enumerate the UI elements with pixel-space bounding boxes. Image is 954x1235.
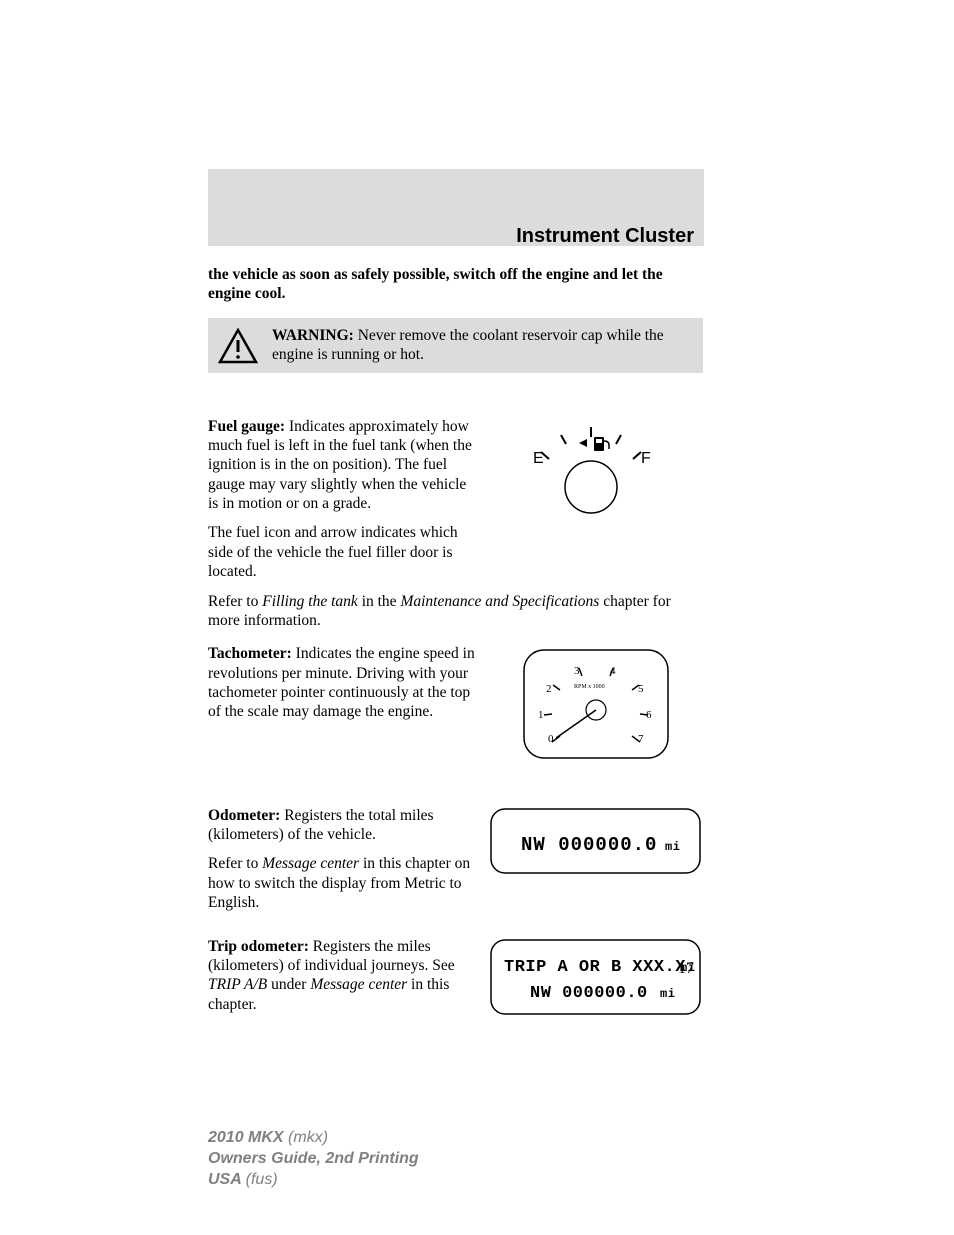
footer: 2010 MKX (mkx) Owners Guide, 2nd Printin… xyxy=(208,1128,419,1190)
trip-text-col: Trip odometer: Registers the miles (kilo… xyxy=(208,937,476,1025)
fuel-title: Fuel gauge: xyxy=(208,418,285,435)
fuel-p3: Refer to Filling the tank in the Mainten… xyxy=(208,592,703,631)
odo-title: Odometer: xyxy=(208,807,280,824)
trip-lcd-line1: TRIP A OR B XXX.X xyxy=(504,958,686,977)
trip-lcd-unit2: mi xyxy=(660,987,675,1001)
svg-text:7: 7 xyxy=(638,733,644,745)
tach-text-col: Tachometer: Indicates the engine speed i… xyxy=(208,644,476,769)
intro-bold: the vehicle as soon as safely possible, … xyxy=(208,266,663,302)
odo-lcd-unit: mi xyxy=(665,840,680,854)
svg-text:2: 2 xyxy=(546,683,552,695)
trip-display-icon: TRIP A OR B XXX.X mi NW 000000.0 mi xyxy=(488,937,703,1025)
trip-section: Trip odometer: Registers the miles (kilo… xyxy=(208,937,703,1025)
tach-center-label: RPM x 1000 xyxy=(574,684,605,690)
warning-label: WARNING: xyxy=(272,327,354,344)
fuel-p1: Fuel gauge: Indicates approximately how … xyxy=(208,417,476,514)
trip-p1: Trip odometer: Registers the miles (kilo… xyxy=(208,937,476,1015)
svg-text:0: 0 xyxy=(548,733,554,745)
warning-icon xyxy=(218,328,258,364)
tach-p1: Tachometer: Indicates the engine speed i… xyxy=(208,644,476,722)
page-content: the vehicle as soon as safely possible, … xyxy=(208,265,703,1024)
trip-lcd-line2: NW 000000.0 xyxy=(530,984,648,1003)
warning-box: WARNING: Never remove the coolant reserv… xyxy=(208,318,703,373)
fuel-p2: The fuel icon and arrow indicates which … xyxy=(208,523,476,581)
tachometer-section: Tachometer: Indicates the engine speed i… xyxy=(208,644,703,769)
page-number: 17 xyxy=(678,960,694,978)
odo-lcd-text: NW 000000.0 xyxy=(521,834,657,856)
odo-p2: Refer to Message center in this chapter … xyxy=(208,854,476,912)
odometer-display-icon: NW 000000.0 mi xyxy=(488,806,703,923)
fuel-gauge-icon: E F xyxy=(516,417,666,592)
tachometer-gauge-icon: 0 1 2 3 4 5 6 7 xyxy=(516,644,676,769)
fuel-e-label: E xyxy=(533,450,544,467)
odo-text-col: Odometer: Registers the total miles (kil… xyxy=(208,806,476,923)
odometer-section: Odometer: Registers the total miles (kil… xyxy=(208,806,703,923)
fuel-section: Fuel gauge: Indicates approximately how … xyxy=(208,417,703,592)
tach-title: Tachometer: xyxy=(208,645,292,662)
footer-line2: Owners Guide, 2nd Printing xyxy=(208,1149,419,1170)
trip-title: Trip odometer: xyxy=(208,938,309,955)
footer-line3: USA (fus) xyxy=(208,1170,419,1191)
section-title: Instrument Cluster xyxy=(516,225,694,248)
footer-line1: 2010 MKX (mkx) xyxy=(208,1128,419,1149)
warning-text: WARNING: Never remove the coolant reserv… xyxy=(272,326,693,365)
svg-text:5: 5 xyxy=(638,683,644,695)
fuel-f-label: F xyxy=(641,450,651,467)
svg-text:3: 3 xyxy=(574,665,580,677)
odo-p1: Odometer: Registers the total miles (kil… xyxy=(208,806,476,845)
svg-text:1: 1 xyxy=(538,709,544,721)
fuel-text-col: Fuel gauge: Indicates approximately how … xyxy=(208,417,476,592)
intro-text: the vehicle as soon as safely possible, … xyxy=(208,265,703,304)
